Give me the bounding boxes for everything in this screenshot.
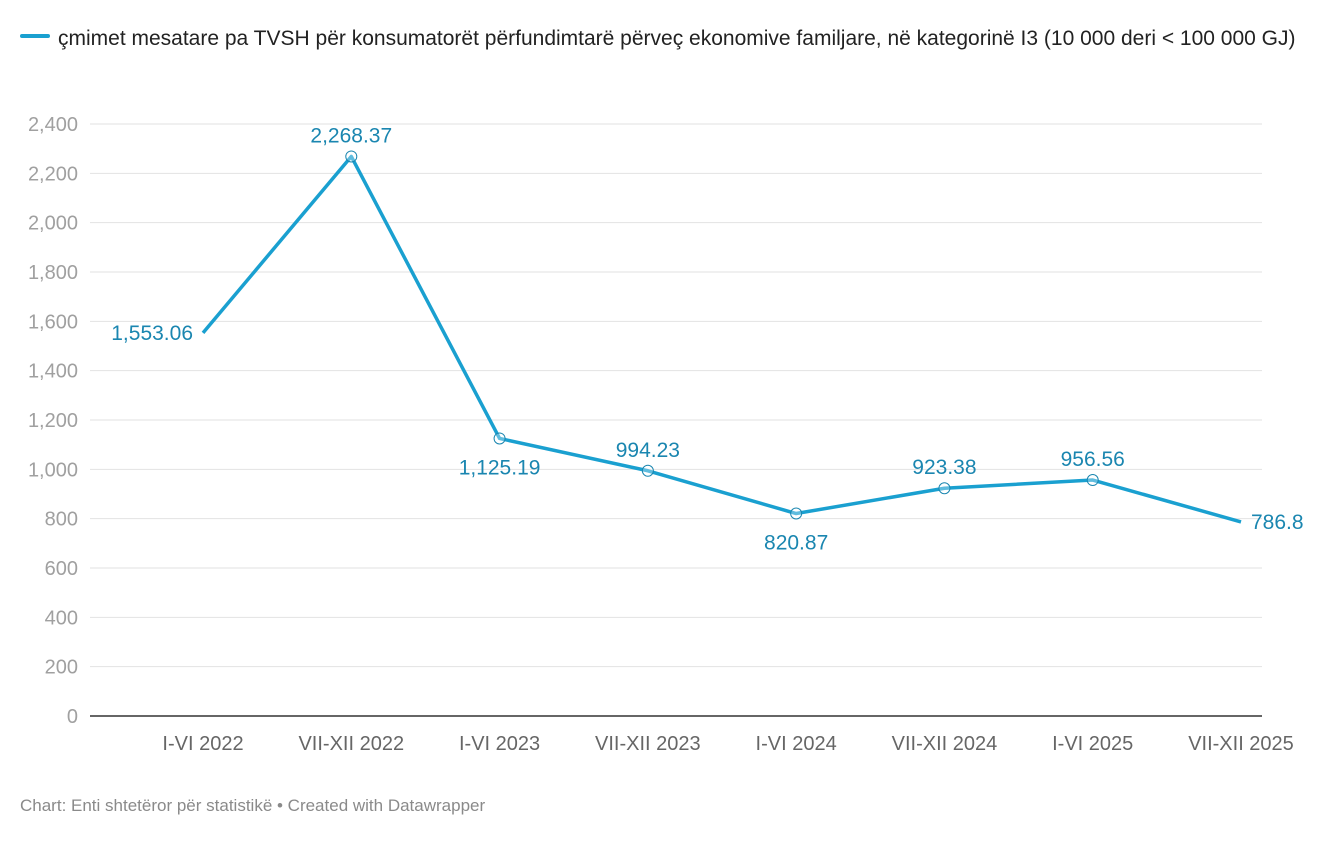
data-label: 956.56 <box>1061 448 1125 471</box>
data-label: 994.23 <box>616 439 680 462</box>
y-tick-label: 1,600 <box>28 311 78 333</box>
series-line <box>201 154 1242 524</box>
x-tick-label: I-VI 2023 <box>459 733 540 755</box>
y-tick-label: 2,400 <box>28 114 78 136</box>
y-tick-label: 1,800 <box>28 262 78 284</box>
y-tick-label: 600 <box>45 558 78 580</box>
x-tick-label: VII-XII 2024 <box>892 733 998 755</box>
data-label: 786.8 <box>1251 511 1304 534</box>
y-tick-label: 1,000 <box>28 459 78 481</box>
y-tick-label: 2,000 <box>28 213 78 235</box>
data-point-marker <box>345 150 358 163</box>
x-tick-label: I-VI 2024 <box>756 733 837 755</box>
data-point-marker <box>938 482 951 495</box>
legend: çmimet mesatare pa TVSH për konsumatorët… <box>20 22 1320 56</box>
x-tick-label: VII-XII 2023 <box>595 733 701 755</box>
data-label: 820.87 <box>764 532 828 555</box>
x-tick-label: VII-XII 2022 <box>298 733 404 755</box>
y-tick-label: 800 <box>45 509 78 531</box>
data-label: 1,125.19 <box>459 456 541 479</box>
y-tick-label: 0 <box>67 706 78 728</box>
chart-footer: Chart: Enti shtetëror për statistikë • C… <box>20 796 486 815</box>
data-label: 923.38 <box>912 456 976 479</box>
y-tick-label: 2,200 <box>28 163 78 185</box>
y-tick-label: 200 <box>45 657 78 679</box>
x-tick-label: I-VI 2025 <box>1052 733 1133 755</box>
x-tick-label: VII-XII 2025 <box>1188 733 1294 755</box>
y-tick-label: 1,400 <box>28 361 78 383</box>
data-point-marker <box>790 507 803 520</box>
data-label: 1,553.06 <box>111 322 193 345</box>
legend-swatch <box>20 34 50 39</box>
x-tick-label: I-VI 2022 <box>162 733 243 755</box>
data-label: 2,268.37 <box>310 124 392 147</box>
data-point-marker <box>1086 474 1099 487</box>
y-tick-label: 400 <box>45 607 78 629</box>
data-point-marker <box>493 432 506 445</box>
data-point-marker <box>641 464 654 477</box>
y-tick-label: 1,200 <box>28 410 78 432</box>
legend-label: çmimet mesatare pa TVSH për konsumatorët… <box>58 27 1296 50</box>
